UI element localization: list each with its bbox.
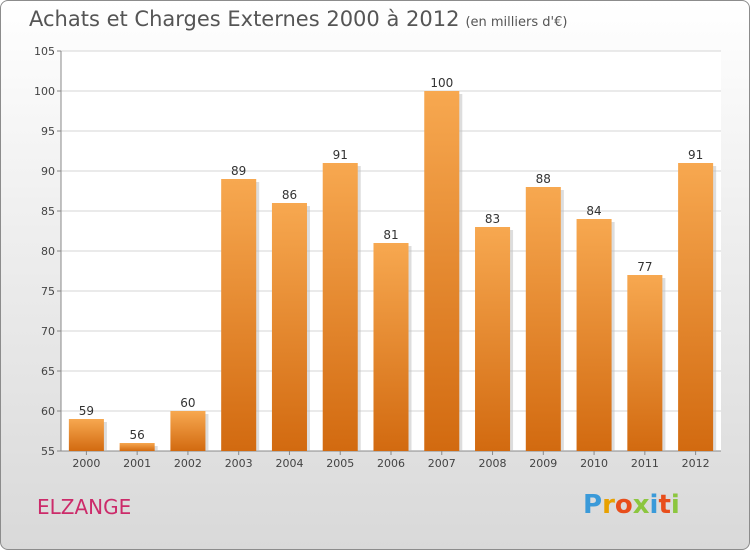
logo-letter: t — [658, 490, 671, 520]
x-tick-label: 2009 — [529, 457, 557, 470]
unit-label: (en milliers d'€) — [465, 15, 568, 30]
place-name: ELZANGE — [37, 495, 132, 519]
y-tick-label: 80 — [41, 245, 55, 258]
y-tick-label: 75 — [41, 285, 55, 298]
x-tick-label: 2011 — [631, 457, 659, 470]
data-label: 100 — [430, 76, 453, 90]
x-tick-label: 2005 — [326, 457, 354, 470]
data-label: 81 — [383, 228, 398, 242]
bar — [170, 411, 206, 451]
bar — [68, 419, 104, 451]
y-tick-label: 70 — [41, 325, 55, 338]
bar — [627, 275, 663, 451]
bar — [475, 227, 511, 451]
bar — [525, 187, 561, 451]
title-text: Achats et Charges Externes 2000 à 2012 — [29, 7, 460, 31]
x-tick-label: 2007 — [428, 457, 456, 470]
logo-letter: i — [670, 490, 680, 520]
data-label: 91 — [333, 148, 348, 162]
bar — [424, 91, 460, 451]
x-tick-label: 2008 — [479, 457, 507, 470]
chart-title: Achats et Charges Externes 2000 à 2012 (e… — [29, 7, 567, 31]
y-tick-label: 95 — [41, 125, 55, 138]
bar — [576, 219, 612, 451]
x-tick-label: 2010 — [580, 457, 608, 470]
x-tick-label: 2002 — [174, 457, 202, 470]
data-label: 56 — [130, 428, 145, 442]
data-label: 83 — [485, 212, 500, 226]
logo-letter: r — [602, 490, 615, 520]
x-tick-label: 2001 — [123, 457, 151, 470]
data-label: 59 — [79, 404, 94, 418]
y-tick-label: 90 — [41, 165, 55, 178]
bar — [678, 163, 714, 451]
x-tick-label: 2003 — [225, 457, 253, 470]
data-label: 91 — [688, 148, 703, 162]
proxiti-logo: Proxiti — [583, 490, 680, 520]
x-tick-label: 2006 — [377, 457, 405, 470]
x-tick-label: 2004 — [275, 457, 303, 470]
y-tick-label: 55 — [41, 445, 55, 458]
data-label: 84 — [586, 204, 601, 218]
x-tick-label: 2000 — [72, 457, 100, 470]
y-tick-label: 85 — [41, 205, 55, 218]
bar — [322, 163, 358, 451]
data-label: 89 — [231, 164, 246, 178]
y-tick-label: 100 — [34, 85, 55, 98]
y-tick-label: 65 — [41, 365, 55, 378]
logo-letter: x — [632, 490, 650, 520]
y-tick-label: 60 — [41, 405, 55, 418]
data-label: 88 — [536, 172, 551, 186]
y-tick-label: 105 — [34, 45, 55, 58]
bar — [221, 179, 257, 451]
x-tick-label: 2012 — [682, 457, 710, 470]
data-label: 60 — [180, 396, 195, 410]
logo-letter: P — [583, 490, 603, 520]
logo-letter: o — [614, 490, 633, 520]
data-label: 77 — [637, 260, 652, 274]
bar — [271, 203, 307, 451]
bar — [373, 243, 409, 451]
data-label: 86 — [282, 188, 297, 202]
bar — [119, 443, 155, 451]
logo-letter: i — [649, 490, 659, 520]
